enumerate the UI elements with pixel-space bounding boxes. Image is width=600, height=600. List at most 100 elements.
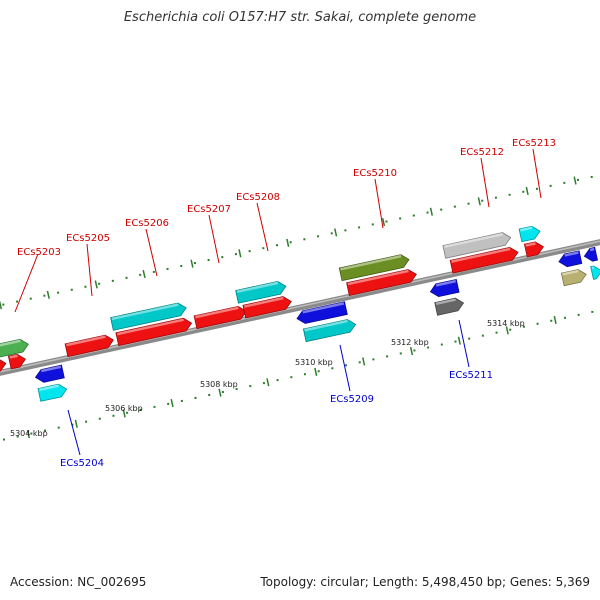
- guide-dot: [153, 405, 156, 408]
- guide-dot: [139, 273, 142, 276]
- gene-arrow: [34, 364, 65, 383]
- tick-mark: [218, 388, 222, 397]
- gene-arrow-highlight: [347, 269, 409, 286]
- guide-dot: [29, 297, 32, 300]
- gene-label[interactable]: ECs5210: [353, 168, 397, 179]
- tick-mark: [525, 186, 529, 196]
- gene-arrow-highlight: [340, 254, 402, 271]
- gene-label[interactable]: ECs5209: [330, 394, 374, 405]
- gene-leader-line: [86, 243, 93, 297]
- guide-dot: [2, 303, 5, 306]
- guide-dot: [467, 202, 470, 205]
- gene-arrow-highlight: [304, 319, 348, 332]
- guide-dot: [167, 402, 170, 405]
- guide-dot: [535, 187, 538, 190]
- guide-dot: [57, 291, 60, 294]
- scale-label: 5306 kbp: [105, 404, 143, 413]
- gene-arrow-highlight: [520, 226, 533, 232]
- accession-text: Accession: NC_002695: [10, 575, 147, 589]
- gene-arrow-highlight: [66, 335, 106, 347]
- gene-label[interactable]: ECs5204: [60, 458, 104, 469]
- gene-arrow-highlight: [562, 269, 579, 276]
- gene-label[interactable]: ECs5213: [512, 138, 556, 149]
- guide-dot: [317, 235, 320, 238]
- guide-dot: [70, 288, 73, 291]
- gene-leader-line: [532, 148, 542, 199]
- gene-arrow: [346, 269, 417, 296]
- gene-arrow-highlight: [236, 281, 279, 293]
- gene-label[interactable]: ECs5207: [187, 204, 231, 215]
- guide-dot: [166, 267, 169, 270]
- guide-dot: [234, 253, 237, 256]
- scale-label: 5304 kbp: [10, 429, 48, 438]
- guide-dot: [249, 385, 252, 388]
- gene-label[interactable]: ECs5206: [125, 218, 169, 229]
- guide-dot: [289, 241, 292, 244]
- gene-arrow: [242, 296, 292, 319]
- guide-dot: [412, 214, 415, 217]
- gene-leader-line: [14, 253, 39, 313]
- gene-leader-line: [145, 228, 158, 277]
- guide-dot: [303, 238, 306, 241]
- guide-dot: [207, 259, 210, 262]
- guide-dot: [180, 264, 183, 267]
- guide-dot: [16, 435, 19, 438]
- gene-arrow-highlight: [116, 318, 184, 336]
- gene-leader-line: [458, 319, 470, 368]
- gene-arrow-highlight: [9, 354, 18, 359]
- guide-dot: [235, 388, 238, 391]
- gene-arrow: [583, 246, 598, 262]
- tick-mark: [238, 249, 242, 258]
- guide-dot: [208, 393, 211, 396]
- tick-mark: [142, 269, 146, 279]
- gene-labels: ECs5203 ECs5204 ECs5205 ECs5206 ECs5207 ECs52…: [17, 138, 556, 469]
- tick-mark: [122, 409, 126, 418]
- guide-dot: [44, 429, 47, 432]
- guide-dot: [344, 229, 347, 232]
- guide-dot: [453, 205, 456, 208]
- guide-dot: [290, 376, 293, 379]
- tick-marks: [0, 176, 577, 439]
- guide-dot: [262, 247, 265, 250]
- gene-arrow-highlight: [435, 279, 456, 287]
- guide-dot: [358, 361, 361, 364]
- gene-label[interactable]: ECs5212: [460, 147, 504, 158]
- guide-dot: [331, 367, 334, 370]
- guide-dot: [345, 364, 348, 367]
- gene-features: [0, 225, 600, 402]
- tick-mark: [170, 398, 174, 408]
- gene-arrow-highlight: [39, 384, 60, 392]
- tick-mark: [477, 197, 481, 206]
- guide-dot: [262, 382, 265, 385]
- gene-arrow: [302, 319, 357, 343]
- gene-label[interactable]: ECs5208: [236, 192, 280, 203]
- guide-dot: [509, 328, 512, 331]
- gene-arrow-highlight: [525, 242, 536, 247]
- strand-guide-dots: [2, 175, 594, 441]
- guide-dot: [330, 232, 333, 235]
- guide-dot: [152, 270, 155, 273]
- gene-label[interactable]: ECs5211: [449, 370, 493, 381]
- gene-arrow: [235, 280, 287, 304]
- guide-dot: [591, 310, 594, 313]
- guide-dot: [372, 358, 375, 361]
- gene-arrow-highlight: [443, 232, 504, 249]
- label-leader-lines: [14, 148, 542, 456]
- guide-dot: [522, 325, 525, 328]
- guide-dot: [2, 438, 5, 441]
- gene-arrow: [296, 301, 348, 324]
- guide-dot: [371, 223, 374, 226]
- guide-dot: [111, 279, 114, 282]
- genome-backbone: [0, 239, 600, 376]
- topology-text: Topology: circular; Length: 5,498,450 bp…: [260, 575, 590, 589]
- gene-arrow: [338, 254, 410, 282]
- map-title: Escherichia coli O157:H7 str. Sakai, com…: [123, 10, 477, 25]
- guide-dot: [577, 178, 580, 181]
- scale-label: 5308 kbp: [200, 380, 238, 389]
- gene-leader-line: [67, 409, 81, 456]
- gene-label[interactable]: ECs5203: [17, 247, 61, 258]
- gene-arrow-highlight: [451, 247, 511, 263]
- gene-label[interactable]: ECs5205: [66, 233, 110, 244]
- guide-dot: [481, 334, 484, 337]
- guide-dot: [426, 211, 429, 214]
